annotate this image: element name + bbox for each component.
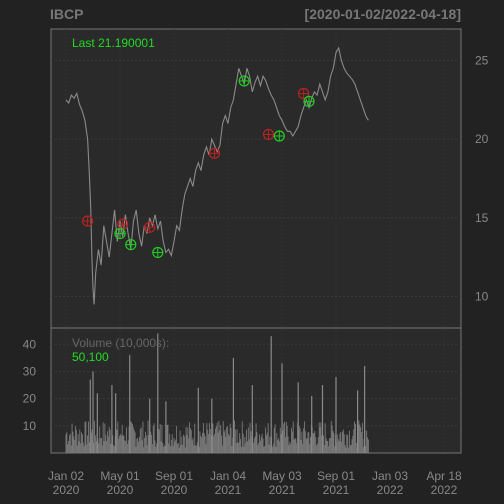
price-tick-label: 25 (475, 53, 489, 67)
sell-marker (262, 128, 275, 141)
buy-marker (273, 130, 285, 142)
date-tick-year: 2021 (215, 483, 242, 497)
date-tick-label: Jan 02 (48, 469, 84, 483)
buy-marker (114, 227, 126, 240)
date-tick-label: Jan 03 (372, 469, 408, 483)
date-range: [2020-01-02/2022-04-18] (304, 6, 461, 22)
volume-tick-label: 20 (23, 392, 37, 406)
date-tick-label: May 01 (100, 469, 140, 483)
date-tick-year: 2021 (269, 483, 296, 497)
buy-marker (152, 246, 164, 259)
chart-title: IBCP (50, 6, 84, 22)
date-tick-year: 2022 (377, 483, 404, 497)
volume-tick-label: 30 (23, 364, 37, 378)
sell-marker (81, 215, 94, 227)
sell-marker (144, 221, 156, 233)
trade-markers (81, 75, 315, 259)
date-tick-label: Sep 01 (317, 469, 355, 483)
buy-marker (125, 238, 137, 251)
sell-marker (298, 87, 310, 100)
volume-bars (65, 333, 369, 453)
date-tick-year: 2022 (431, 483, 458, 497)
date-tick-label: Apr 18 (426, 469, 462, 483)
volume-value: 50,100 (72, 350, 109, 364)
date-tick-label: May 03 (262, 469, 302, 483)
sell-marker (208, 147, 221, 159)
sell-marker (117, 218, 129, 230)
buy-marker (238, 75, 250, 87)
date-tick-year: 2020 (107, 483, 134, 497)
price-tick-label: 20 (475, 132, 489, 146)
date-tick-label: Jan 04 (210, 469, 246, 483)
grid-lines (51, 29, 461, 453)
volume-tick-label: 40 (23, 337, 37, 351)
date-tick-year: 2021 (323, 483, 350, 497)
price-axis-labels: 10 15 20 25 (475, 53, 489, 303)
buy-marker (303, 95, 315, 107)
price-panel (50, 28, 462, 329)
volume-tick-label: 10 (23, 419, 37, 433)
date-tick-year: 2020 (53, 483, 80, 497)
price-line (65, 46, 369, 305)
volume-axis-labels: 10 20 30 40 (23, 337, 37, 433)
volume-label: Volume (10,000s): (72, 336, 170, 350)
price-tick-label: 10 (475, 290, 489, 304)
date-tick-year: 2020 (161, 483, 188, 497)
price-tick-label: 15 (475, 211, 489, 225)
last-price-label: Last 21.190001 (72, 36, 155, 50)
date-tick-label: Sep 01 (155, 469, 193, 483)
